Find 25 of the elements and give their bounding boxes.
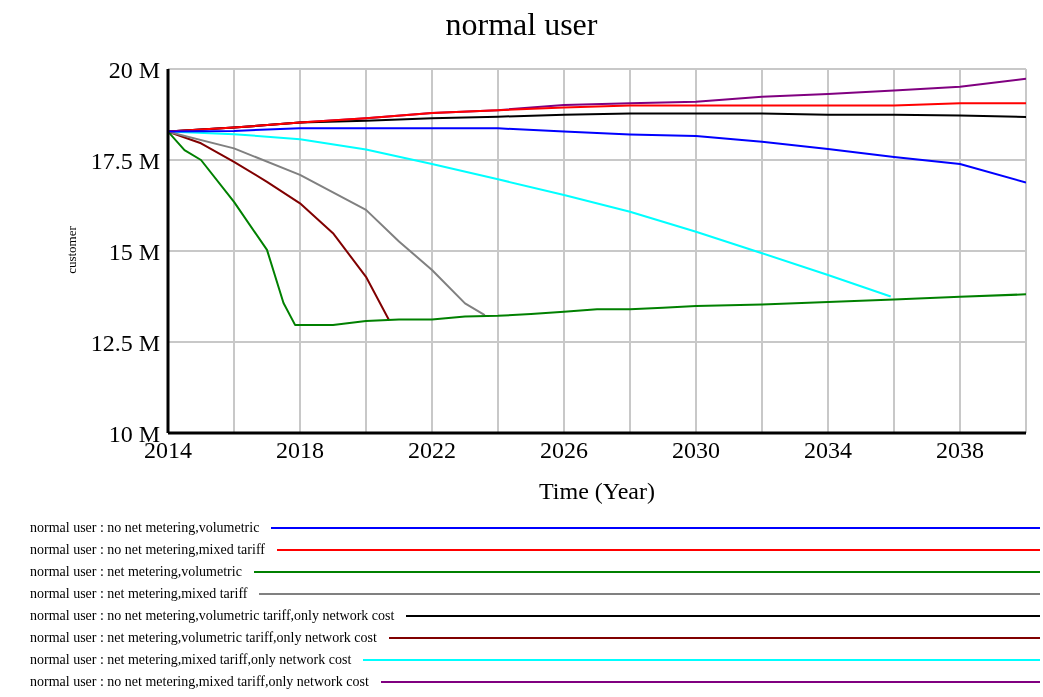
legend-label: normal user : net metering,volumetric tariff,only network cost bbox=[30, 630, 377, 646]
line-series bbox=[168, 127, 1026, 184]
x-tick-label: 2026 bbox=[540, 437, 588, 464]
legend-label: normal user : net metering,mixed tariff,only network cost bbox=[30, 652, 352, 668]
legend-label: normal user : no net metering,mixed tariff bbox=[30, 542, 265, 558]
legend-label: normal user : no net metering,volumetric bbox=[30, 520, 260, 536]
x-tick-label: 2018 bbox=[276, 437, 324, 464]
x-tick-label: 2034 bbox=[804, 437, 852, 464]
line-series bbox=[168, 130, 1026, 326]
y-tick-label: 20 M bbox=[108, 56, 160, 83]
legend-label: normal user : no net metering,mixed tariff,only network cost bbox=[30, 674, 369, 690]
y-axis-title: customer bbox=[64, 226, 80, 274]
y-tick-label: 17.5 M bbox=[90, 147, 160, 174]
legend-label: normal user : no net metering,volumetric tariff,only network cost bbox=[30, 608, 395, 624]
y-tick-label: 15 M bbox=[108, 238, 160, 265]
legend-label: normal user : net metering,mixed tariff bbox=[30, 586, 248, 602]
x-tick-label: 2038 bbox=[936, 437, 984, 464]
x-tick-label: 2022 bbox=[408, 437, 456, 464]
line-series bbox=[168, 102, 1026, 133]
y-tick-label: 12.5 M bbox=[90, 329, 160, 356]
chart-title: normal user bbox=[444, 6, 599, 43]
line-series bbox=[168, 130, 486, 317]
x-tick-label: 2030 bbox=[672, 437, 720, 464]
legend-label: normal user : net metering,volumetric bbox=[30, 564, 242, 580]
x-axis-title: Time (Year) bbox=[538, 478, 656, 505]
